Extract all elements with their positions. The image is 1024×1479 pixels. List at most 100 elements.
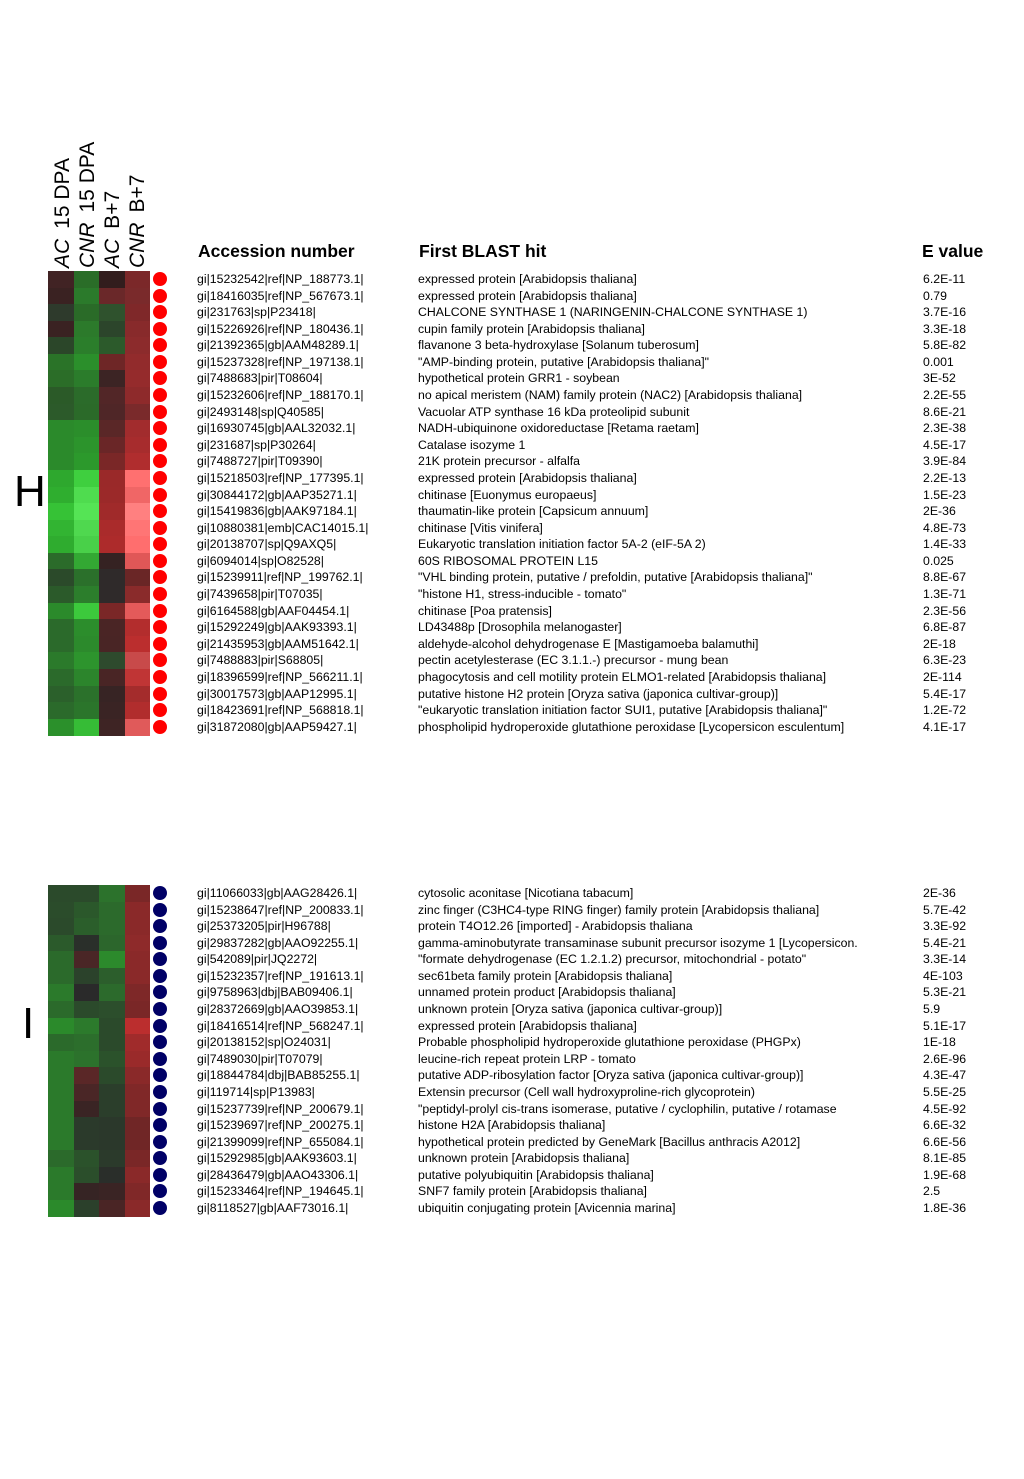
cluster-marker-dot [153,968,167,983]
blast-hit: putative polyubiquitin [Arabidopsis thal… [418,1167,654,1182]
blast-hit: "histone H1, stress-inducible - tomato" [418,587,627,602]
heatmap-cell [48,652,74,670]
accession-number: gi|7488883|pir|S68805| [197,653,324,668]
blast-hit: expressed protein [Arabidopsis thaliana] [418,470,637,485]
e-value: 5.9 [923,1002,941,1017]
heatmap-cell [73,1183,99,1201]
blast-hit: cytosolic aconitase [Nicotiana tabacum] [418,886,634,900]
e-value: 1.9E-68 [923,1167,967,1182]
heatmap-cell [124,353,150,371]
e-value: 4.1E-17 [923,719,967,734]
e-value: 4.8E-73 [923,520,967,535]
column-label-ac-15dpa: AC15 DPA [51,157,74,268]
heatmap-cell [124,1100,150,1118]
heatmap-cell [124,602,150,620]
cluster-marker-dot [153,1035,167,1050]
cluster-marker-dot [153,902,167,917]
blast-hit: protein T4O12.26 [imported] - Arabidopsi… [418,919,693,934]
blast-hit: histone H2A [Arabidopsis thaliana] [418,1118,606,1133]
heatmap-cell [99,984,125,1002]
heatmap-cell [99,1117,125,1135]
heatmap-cell [124,1067,150,1085]
e-value: 1.2E-72 [923,703,967,718]
e-value: 1.4E-33 [923,537,967,552]
heatmap-cell [99,536,125,554]
heatmap-cell [99,635,125,653]
heatmap-cell [48,420,74,438]
accession-number: gi|7488683|pir|T08604| [197,371,323,386]
heatmap-cell [99,1133,125,1151]
heatmap-cell [73,320,99,338]
accession-number: gi|15292985|gb|AAK93603.1| [197,1151,357,1166]
heatmap-cell [124,1133,150,1151]
cluster-marker-dot [153,703,167,718]
heatmap-cell [73,668,99,686]
accession-number: gi|6094014|sp|O82528| [197,553,324,568]
heatmap-cell [99,569,125,587]
blast-hit: hypothetical protein GRR1 - soybean [418,371,620,386]
heatmap-cell [48,1100,74,1118]
cluster-marker-dot [153,1068,167,1083]
heatmap-cell [48,1017,74,1035]
heatmap-cell [99,469,125,488]
blast-hit: cupin family protein [Arabidopsis thalia… [418,321,645,336]
heatmap-cell [124,635,150,653]
heatmap-cell [73,1200,99,1218]
heatmap-cell [99,967,125,985]
heatmap-cell [73,304,99,322]
heatmap-cell [73,552,99,570]
accession-number: gi|21392365|gb|AAM48289.1| [197,338,359,353]
heatmap-cell [99,668,125,686]
heatmap-cell [48,387,74,405]
heatmap-cell [124,370,150,388]
e-value: 8.1E-85 [923,1151,967,1166]
accession-number: gi|20138707|sp|Q9AXQ5| [197,537,337,552]
cluster-marker-dot [153,570,167,585]
e-value: 2E-36 [923,504,956,519]
heatmap-cell [73,635,99,653]
cluster-marker-dot [153,1151,167,1166]
accession-number: gi|15239697|ref|NP_200275.1| [197,1118,364,1133]
accession-number: gi|31872080|gb|AAP59427.1| [197,719,357,734]
heatmap-cell [124,469,150,488]
heatmap-cell [99,1183,125,1201]
accession-number: gi|231687|sp|P30264| [197,437,316,452]
heatmap-cell [73,287,99,305]
heatmap-cell [73,934,99,952]
e-value: 4.5E-17 [923,437,967,452]
heatmap-cell [48,337,74,355]
accession-number: gi|15232542|ref|NP_188773.1| [197,272,364,286]
blast-hit: Eukaryotic translation initiation factor… [418,537,706,552]
blast-hit: chitinase [Euonymus europaeus] [418,487,597,502]
heatmap-cell [99,503,125,521]
blast-hit: hypothetical protein predicted by GeneMa… [418,1134,801,1149]
e-value: 3.3E-14 [923,952,967,967]
heatmap-cell [48,436,74,454]
heatmap-cell [124,552,150,570]
accession-number: gi|30844172|gb|AAP35271.1| [197,487,357,502]
e-value: 8.8E-67 [923,570,967,585]
heatmap-cell [48,1001,74,1019]
heatmap-cell [48,1200,74,1218]
cluster-marker-dot [153,504,167,519]
heatmap-cell [48,403,74,421]
heatmap-cell [99,718,125,736]
blast-hit: "peptidyl-prolyl cis-trans isomerase, pu… [418,1101,837,1116]
e-value: 5.5E-25 [923,1084,967,1099]
blast-hit: "VHL binding protein, putative / prefold… [418,570,813,585]
heatmap-cell [124,1183,150,1201]
heatmap-cell [48,1034,74,1052]
cluster-marker-dot [153,371,167,386]
heatmap-cell [124,403,150,421]
cluster-marker-dot [153,1184,167,1199]
e-value: 6.6E-32 [923,1118,967,1133]
cluster-marker-dot [153,520,167,535]
heatmap-cell [48,469,74,488]
heatmap-cell [48,1117,74,1135]
blast-hit: CHALCONE SYNTHASE 1 (NARINGENIN-CHALCONE… [418,305,808,320]
heatmap-cell [124,685,150,703]
blast-hit: 60S RIBOSOMAL PROTEIN L15 [418,553,598,568]
heatmap-cell [73,1117,99,1135]
accession-number: gi|11066033|gb|AAG28426.1| [197,886,358,900]
accession-number: gi|21399099|ref|NP_655084.1| [197,1134,364,1149]
